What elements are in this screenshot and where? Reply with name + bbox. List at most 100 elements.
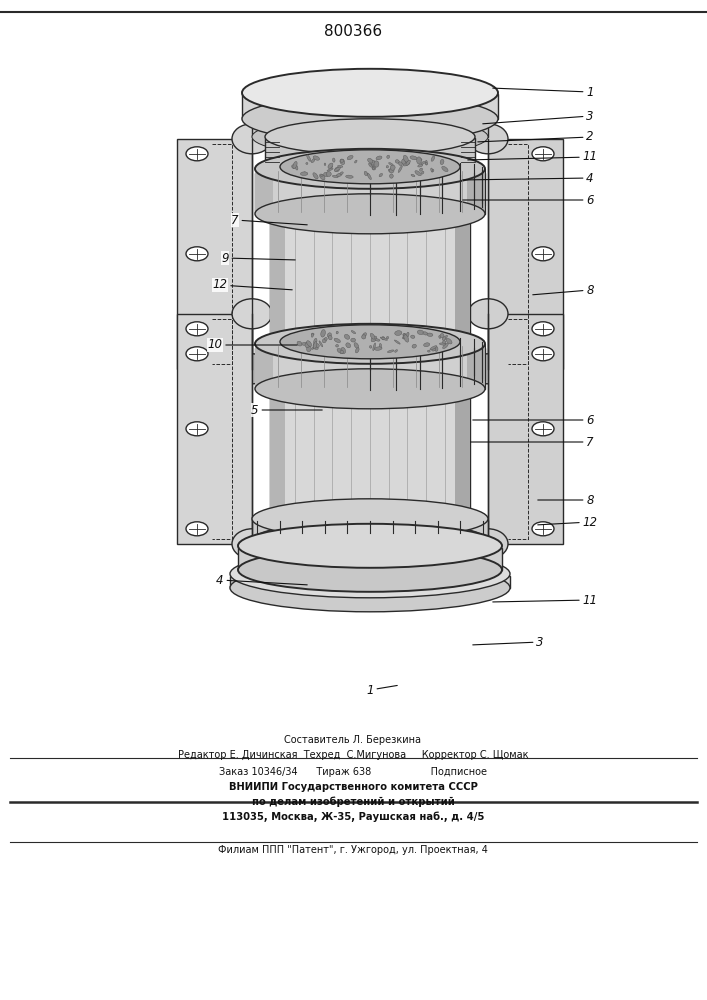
Ellipse shape [252,117,488,157]
Ellipse shape [255,369,485,409]
Ellipse shape [305,343,310,348]
Ellipse shape [344,334,350,339]
Ellipse shape [232,124,272,154]
Ellipse shape [431,169,434,172]
Ellipse shape [403,162,410,166]
Ellipse shape [306,162,308,164]
Ellipse shape [427,333,433,336]
Ellipse shape [322,339,327,343]
Ellipse shape [354,343,358,348]
Polygon shape [467,348,485,389]
Ellipse shape [387,155,390,158]
Polygon shape [455,219,470,344]
Ellipse shape [307,346,311,352]
Polygon shape [467,173,485,214]
Ellipse shape [419,158,422,161]
Ellipse shape [334,167,341,171]
Ellipse shape [300,172,308,176]
Ellipse shape [431,156,435,161]
Ellipse shape [375,347,382,350]
Ellipse shape [388,169,391,171]
Text: 11: 11 [493,593,597,606]
Polygon shape [270,219,470,344]
Ellipse shape [337,165,343,167]
Ellipse shape [270,371,470,407]
Ellipse shape [386,166,389,168]
Ellipse shape [419,168,423,171]
Ellipse shape [395,331,402,335]
Ellipse shape [364,171,368,176]
Ellipse shape [270,326,470,362]
Ellipse shape [370,346,372,348]
Ellipse shape [324,163,326,166]
Ellipse shape [532,347,554,361]
Ellipse shape [328,163,333,169]
Ellipse shape [186,247,208,261]
Ellipse shape [442,337,445,340]
Ellipse shape [379,173,382,177]
Ellipse shape [532,247,554,261]
Ellipse shape [312,333,314,335]
Ellipse shape [395,340,400,344]
Ellipse shape [303,172,306,174]
Polygon shape [265,138,475,169]
Ellipse shape [379,343,382,348]
Ellipse shape [230,564,510,612]
Ellipse shape [327,333,332,337]
Ellipse shape [371,160,375,165]
Ellipse shape [312,346,315,349]
Ellipse shape [403,336,404,339]
Ellipse shape [395,350,397,352]
Ellipse shape [443,335,448,340]
Ellipse shape [389,168,394,173]
Text: 12: 12 [213,278,292,292]
Ellipse shape [426,162,428,165]
Ellipse shape [186,322,208,336]
Ellipse shape [232,354,272,384]
Text: Филиам ППП "Патент", г. Ужгород, ул. Проектная, 4: Филиам ППП "Патент", г. Ужгород, ул. Про… [218,845,488,855]
Ellipse shape [402,337,406,339]
Polygon shape [488,314,563,544]
Ellipse shape [426,160,427,165]
Ellipse shape [311,159,315,163]
Ellipse shape [363,333,366,337]
Ellipse shape [326,172,331,177]
Ellipse shape [406,160,410,165]
Ellipse shape [373,167,375,169]
Ellipse shape [374,161,379,167]
Ellipse shape [382,337,385,340]
Ellipse shape [242,69,498,117]
Ellipse shape [255,324,485,364]
Ellipse shape [329,166,332,168]
Ellipse shape [423,332,428,335]
Ellipse shape [387,336,389,339]
Ellipse shape [265,119,475,155]
Text: 8: 8 [533,284,594,296]
Ellipse shape [306,344,308,347]
Ellipse shape [375,339,380,341]
Ellipse shape [301,342,309,345]
Ellipse shape [371,163,373,167]
Ellipse shape [380,337,387,340]
Ellipse shape [313,343,320,348]
Text: 113035, Москва, Ж-35, Раушская наб., д. 4/5: 113035, Москва, Ж-35, Раушская наб., д. … [222,812,484,822]
Text: по делам изобретений и открытий: по делам изобретений и открытий [252,797,455,807]
Ellipse shape [354,160,357,163]
Ellipse shape [314,338,317,345]
Polygon shape [255,348,485,389]
Ellipse shape [313,173,318,179]
Ellipse shape [238,548,502,592]
Ellipse shape [439,343,445,345]
Ellipse shape [442,166,448,172]
Ellipse shape [346,175,354,178]
Ellipse shape [328,335,332,340]
Ellipse shape [186,147,208,161]
Text: 1: 1 [366,684,397,696]
Ellipse shape [402,159,406,164]
Ellipse shape [186,347,208,361]
Ellipse shape [403,333,406,336]
Ellipse shape [376,156,382,160]
Ellipse shape [295,165,298,170]
Ellipse shape [403,155,408,162]
Ellipse shape [313,156,320,160]
